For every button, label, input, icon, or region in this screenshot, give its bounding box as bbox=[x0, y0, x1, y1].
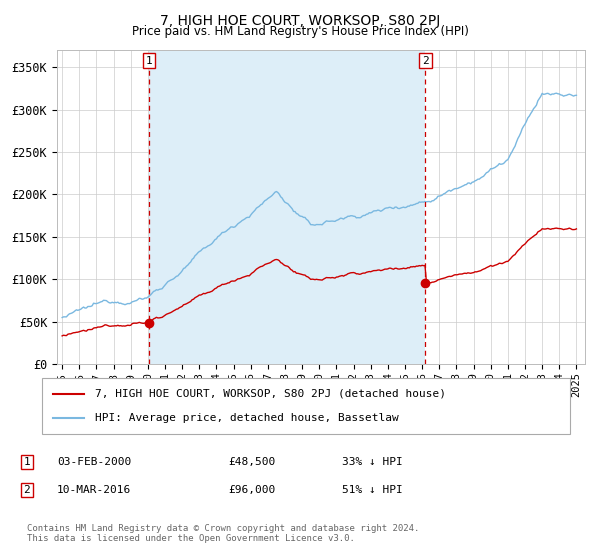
FancyBboxPatch shape bbox=[42, 378, 570, 434]
Text: £96,000: £96,000 bbox=[228, 485, 275, 495]
Text: 2: 2 bbox=[422, 55, 429, 66]
Text: Price paid vs. HM Land Registry's House Price Index (HPI): Price paid vs. HM Land Registry's House … bbox=[131, 25, 469, 38]
Text: 2: 2 bbox=[23, 485, 31, 495]
Text: 03-FEB-2000: 03-FEB-2000 bbox=[57, 457, 131, 467]
Bar bbox=[149, 50, 425, 364]
Text: 33% ↓ HPI: 33% ↓ HPI bbox=[342, 457, 403, 467]
Text: 1: 1 bbox=[23, 457, 31, 467]
Text: 10-MAR-2016: 10-MAR-2016 bbox=[57, 485, 131, 495]
Text: 51% ↓ HPI: 51% ↓ HPI bbox=[342, 485, 403, 495]
Text: HPI: Average price, detached house, Bassetlaw: HPI: Average price, detached house, Bass… bbox=[95, 413, 398, 423]
Text: 7, HIGH HOE COURT, WORKSOP, S80 2PJ (detached house): 7, HIGH HOE COURT, WORKSOP, S80 2PJ (det… bbox=[95, 389, 446, 399]
Text: 1: 1 bbox=[146, 55, 152, 66]
Text: £48,500: £48,500 bbox=[228, 457, 275, 467]
Text: 7, HIGH HOE COURT, WORKSOP, S80 2PJ: 7, HIGH HOE COURT, WORKSOP, S80 2PJ bbox=[160, 14, 440, 28]
Text: Contains HM Land Registry data © Crown copyright and database right 2024.
This d: Contains HM Land Registry data © Crown c… bbox=[27, 524, 419, 543]
